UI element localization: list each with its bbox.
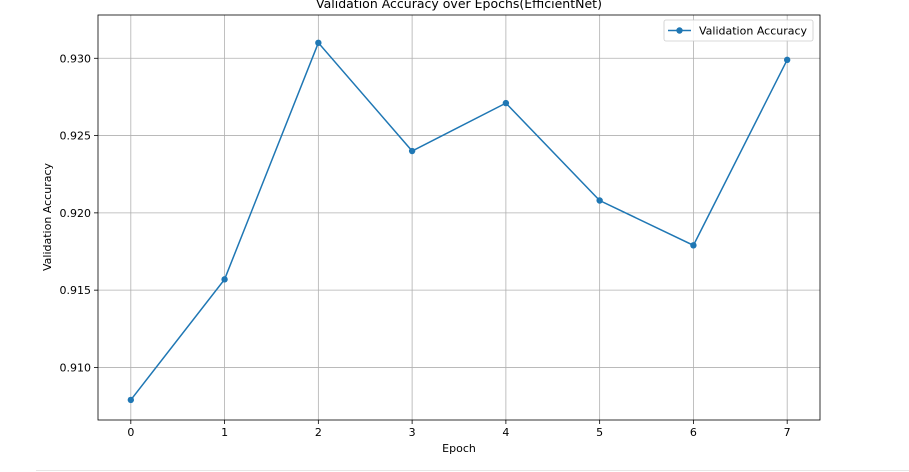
data-point-0-3 bbox=[408, 147, 416, 155]
data-point-0-1 bbox=[221, 276, 228, 283]
data-point-0-7 bbox=[783, 56, 791, 64]
y-tick-label-3: 0.925 bbox=[60, 130, 92, 143]
chart-title: Validation Accuracy over Epochs(Efficien… bbox=[316, 0, 602, 11]
gridlines bbox=[98, 15, 820, 420]
x-tick-label-3: 3 bbox=[409, 426, 416, 439]
series-line-0 bbox=[130, 41, 788, 401]
x-axis-ticks: 0 1 2 3 4 5 6 7 bbox=[127, 420, 791, 439]
x-tick-label-4: 4 bbox=[502, 426, 509, 439]
x-tick-label-0: 0 bbox=[127, 426, 134, 439]
data-series bbox=[127, 39, 791, 404]
legend-box bbox=[663, 19, 814, 42]
data-point-0-2 bbox=[315, 39, 322, 47]
data-point-0-5 bbox=[596, 197, 603, 204]
data-point-0-6 bbox=[690, 242, 697, 249]
x-tick-label-2: 2 bbox=[315, 426, 322, 439]
x-tick-label-1: 1 bbox=[221, 426, 228, 439]
plot-frame bbox=[97, 14, 821, 421]
x-tick-label-7: 7 bbox=[784, 426, 791, 439]
x-tick-label-5: 5 bbox=[596, 426, 603, 439]
y-axis-ticks: 0.910 0.915 0.920 0.925 0.930 bbox=[60, 52, 98, 374]
y-tick-label-1: 0.915 bbox=[60, 284, 92, 297]
legend: Validation Accuracy bbox=[663, 19, 814, 42]
y-axis-label: Validation Accuracy bbox=[41, 162, 54, 271]
y-tick-label-2: 0.920 bbox=[60, 207, 92, 220]
y-tick-label-4: 0.930 bbox=[60, 52, 92, 65]
x-axis-label: Epoch bbox=[442, 442, 476, 455]
data-point-0-0 bbox=[127, 396, 135, 404]
data-point-0-4 bbox=[502, 99, 510, 107]
x-tick-label-6: 6 bbox=[690, 426, 697, 439]
legend-entry-validation-accuracy: Validation Accuracy bbox=[699, 25, 808, 38]
legend-marker-swatch bbox=[676, 27, 683, 34]
y-tick-label-0: 0.910 bbox=[60, 361, 92, 374]
